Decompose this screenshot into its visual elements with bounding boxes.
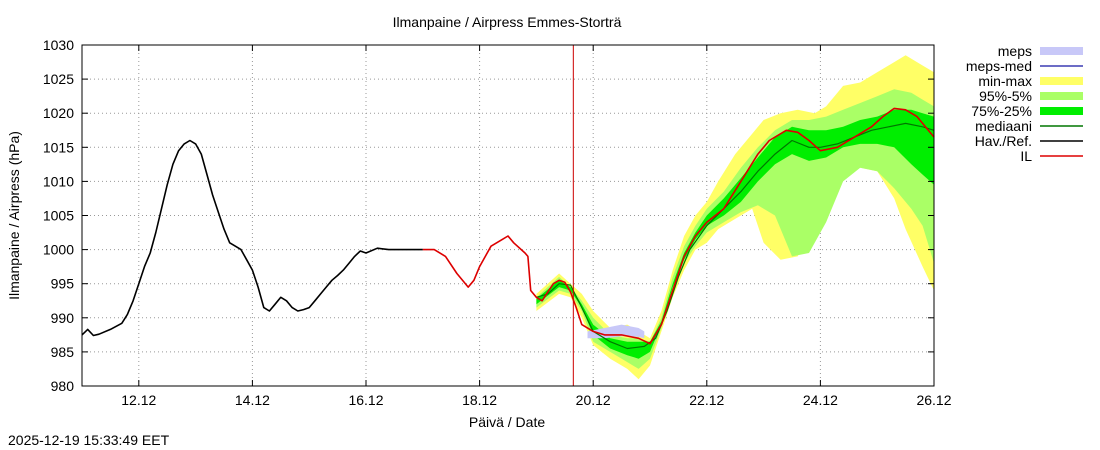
x-tick-label: 18.12 — [462, 392, 497, 408]
legend-label: meps — [998, 43, 1032, 59]
y-axis-label: Ilmanpaine / Airpress (hPa) — [6, 131, 22, 300]
legend-label: IL — [1020, 148, 1032, 164]
lines — [81, 107, 935, 350]
y-tick-label: 1015 — [43, 139, 74, 155]
y-tick-label: 1000 — [43, 242, 74, 258]
y-tick-label: 990 — [51, 310, 75, 326]
legend-label: Hav./Ref. — [975, 133, 1032, 149]
band-meps — [587, 324, 645, 339]
legend-swatch — [1040, 77, 1083, 85]
x-tick-label: 16.12 — [348, 392, 383, 408]
legend-swatch — [1040, 107, 1083, 115]
bands — [536, 55, 934, 380]
chart-title: Ilmanpaine / Airpress Emmes-Storträ — [393, 14, 622, 30]
y-tick-label: 995 — [51, 276, 75, 292]
y-tick-label: 980 — [51, 378, 75, 394]
legend-label: 75%-25% — [971, 103, 1032, 119]
y-tick-label: 985 — [51, 344, 75, 360]
y-tick-label: 1030 — [43, 37, 74, 53]
x-axis-label: Päivä / Date — [469, 414, 545, 430]
x-tick-label: 14.12 — [235, 392, 270, 408]
x-tick-label: 24.12 — [803, 392, 838, 408]
x-tick-label: 20.12 — [576, 392, 611, 408]
line-il — [422, 107, 935, 345]
y-tick-label: 1010 — [43, 173, 74, 189]
timestamp: 2025-12-19 15:33:49 EET — [8, 432, 170, 448]
line-observed — [81, 139, 423, 337]
y-tick-label: 1025 — [43, 71, 74, 87]
y-tick-label: 1020 — [43, 105, 74, 121]
legend-label: meps-med — [966, 58, 1032, 74]
band-p95p5 — [536, 89, 934, 369]
x-tick-label: 26.12 — [916, 392, 951, 408]
legend-label: 95%-5% — [979, 88, 1032, 104]
line-median — [536, 122, 935, 350]
y-axis: 980 985 990 995 1000 1005 1010 1015 1020 1025 1030 — [43, 37, 934, 394]
legend-label: min-max — [978, 73, 1032, 89]
legend: mepsmeps-medmin-max95%-5%75%-25%mediaani… — [966, 43, 1083, 164]
legend-swatch — [1040, 47, 1083, 55]
x-tick-label: 22.12 — [689, 392, 724, 408]
legend-swatch — [1040, 92, 1083, 100]
legend-label: mediaani — [975, 118, 1032, 134]
y-tick-label: 1005 — [43, 208, 74, 224]
x-axis: 12.12 14.12 16.12 18.12 20.12 22.12 24.12 26.12 — [121, 45, 952, 408]
x-tick-label: 12.12 — [121, 392, 156, 408]
band-p75p25 — [536, 109, 934, 359]
